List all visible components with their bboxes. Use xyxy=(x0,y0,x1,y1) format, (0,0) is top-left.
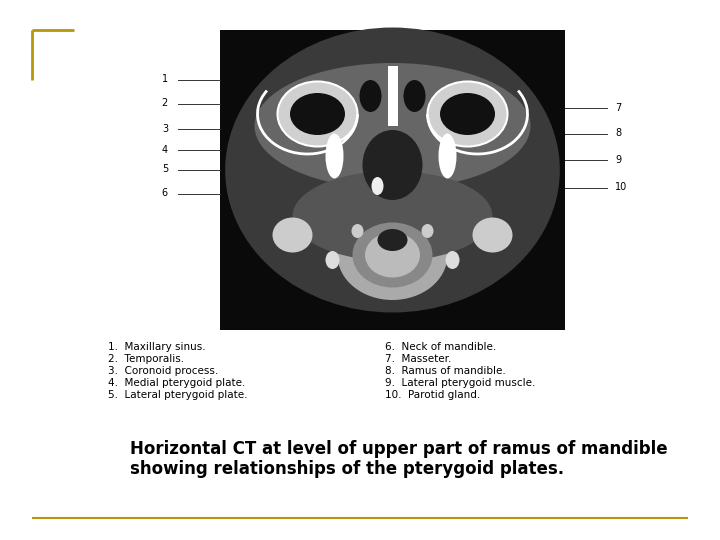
Ellipse shape xyxy=(446,251,459,269)
Ellipse shape xyxy=(272,218,312,253)
Text: 9: 9 xyxy=(615,154,621,165)
Text: 2.  Temporalis.: 2. Temporalis. xyxy=(108,354,184,364)
Text: 3: 3 xyxy=(162,124,168,134)
Text: 6.  Neck of mandible.: 6. Neck of mandible. xyxy=(385,342,496,352)
Ellipse shape xyxy=(428,82,508,146)
Ellipse shape xyxy=(472,218,513,253)
Text: 1.  Maxillary sinus.: 1. Maxillary sinus. xyxy=(108,342,206,352)
Ellipse shape xyxy=(362,130,423,200)
Text: 4.  Medial pterygoid plate.: 4. Medial pterygoid plate. xyxy=(108,378,246,388)
Text: Horizontal CT at level of upper part of ramus of mandible: Horizontal CT at level of upper part of … xyxy=(130,440,667,458)
Text: 10.  Parotid gland.: 10. Parotid gland. xyxy=(385,390,480,400)
Ellipse shape xyxy=(225,28,560,313)
Ellipse shape xyxy=(438,133,456,179)
Text: 5: 5 xyxy=(162,165,168,174)
Ellipse shape xyxy=(365,233,420,278)
Ellipse shape xyxy=(403,80,426,112)
Text: 10: 10 xyxy=(615,183,627,192)
Ellipse shape xyxy=(353,222,433,287)
Bar xyxy=(387,66,397,126)
Text: 3.  Coronoid process.: 3. Coronoid process. xyxy=(108,366,218,376)
Ellipse shape xyxy=(338,210,448,300)
Text: 6: 6 xyxy=(162,188,168,199)
Ellipse shape xyxy=(421,224,433,238)
Ellipse shape xyxy=(372,177,384,195)
Ellipse shape xyxy=(377,229,408,251)
Ellipse shape xyxy=(325,133,343,179)
Ellipse shape xyxy=(290,93,345,135)
Text: 9.  Lateral pterygoid muscle.: 9. Lateral pterygoid muscle. xyxy=(385,378,536,388)
Ellipse shape xyxy=(254,63,531,189)
Text: 8: 8 xyxy=(615,129,621,138)
Text: 5.  Lateral pterygoid plate.: 5. Lateral pterygoid plate. xyxy=(108,390,248,400)
Text: 8.  Ramus of mandible.: 8. Ramus of mandible. xyxy=(385,366,505,376)
Ellipse shape xyxy=(292,171,492,261)
Text: 4: 4 xyxy=(162,145,168,155)
Text: 1: 1 xyxy=(162,75,168,84)
Bar xyxy=(220,30,565,330)
Text: 7: 7 xyxy=(615,103,621,113)
Ellipse shape xyxy=(351,224,364,238)
Text: 2: 2 xyxy=(162,98,168,109)
Ellipse shape xyxy=(277,82,358,146)
Text: showing relationships of the pterygoid plates.: showing relationships of the pterygoid p… xyxy=(130,460,564,478)
Text: 7.  Masseter.: 7. Masseter. xyxy=(385,354,451,364)
Ellipse shape xyxy=(359,80,382,112)
Ellipse shape xyxy=(325,251,340,269)
Ellipse shape xyxy=(440,93,495,135)
